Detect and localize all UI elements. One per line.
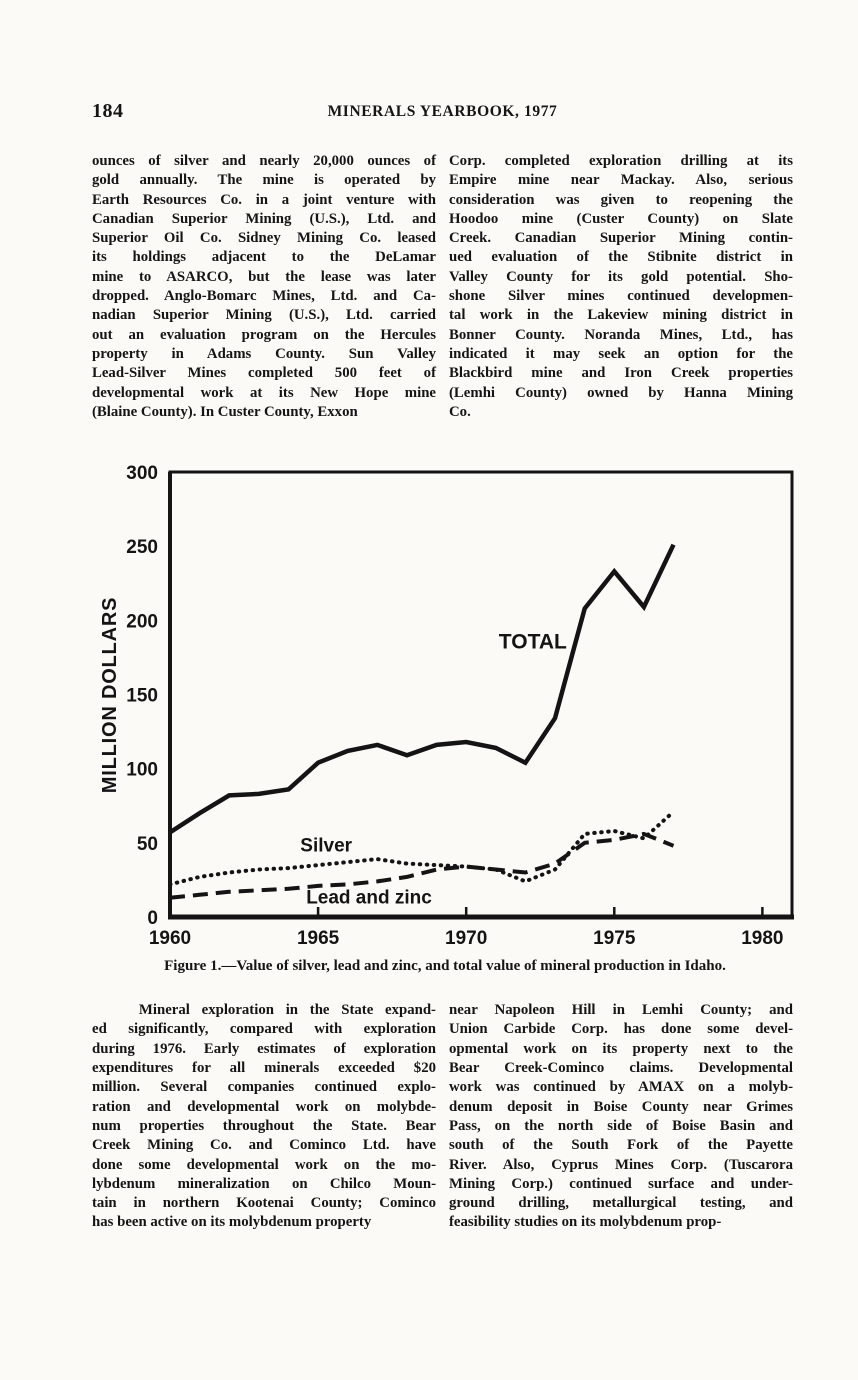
text-line: Bear Creek-Cominco claims. Developmental — [449, 1060, 793, 1077]
text-line: feasibility studies on its molybdenum pr… — [449, 1214, 722, 1231]
text-line: Mineral exploration in the State expand- — [92, 1002, 436, 1019]
page-header: 184 MINERALS YEARBOOK, 1977 — [92, 100, 793, 124]
text-line: Superior Oil Co. Sidney Mining Co. lease… — [92, 230, 436, 247]
svg-text:1975: 1975 — [593, 928, 636, 949]
svg-text:1980: 1980 — [741, 928, 783, 949]
svg-text:1965: 1965 — [297, 928, 340, 949]
text-line: (Lemhi County) owned by Hanna Mining — [449, 384, 793, 401]
text-line: lybdenum mineralization on Chilco Moun- — [92, 1175, 436, 1192]
svg-text:250: 250 — [126, 537, 158, 558]
text-line: developmental work at its New Hope mine — [92, 384, 436, 401]
text-line: Creek Mining Co. and Cominco Ltd. have — [92, 1137, 436, 1154]
svg-text:0: 0 — [147, 908, 158, 929]
text-line: num properties throughout the State. Bea… — [92, 1117, 436, 1134]
text-line: (Blaine County). In Custer County, Exxon — [92, 403, 358, 420]
text-line: Creek. Canadian Superior Mining contin- — [449, 230, 793, 247]
text-line: dropped. Anglo-Bomarc Mines, Ltd. and Ca… — [92, 288, 436, 305]
page-number: 184 — [92, 100, 124, 122]
text-line: Valley County for its gold potential. Sh… — [449, 268, 793, 285]
text-line: Lead-Silver Mines completed 500 feet of — [92, 365, 436, 382]
svg-text:MILLION DOLLARS: MILLION DOLLARS — [99, 597, 121, 793]
text-line: tal work in the Lakeview mining district… — [449, 307, 793, 324]
top-right-column: Corp. completed exploration drilling at … — [449, 152, 793, 422]
text-line: property in Adams County. Sun Valley — [92, 345, 436, 362]
text-line: south of the South Fork of the Payette — [449, 1137, 793, 1154]
text-line: ration and developmental work on molybde… — [92, 1098, 436, 1115]
svg-text:1970: 1970 — [445, 928, 487, 949]
figure-1-line-chart: 0 50 100 150 200 250 300 1960 1965 1970 1975 1980 TO… — [99, 463, 794, 949]
top-text-section: ounces of silver and nearly 20,000 ounce… — [92, 152, 793, 422]
text-line: ued evaluation of the Stibnite district … — [449, 249, 793, 266]
text-line: its holdings adjacent to the DeLamar — [92, 249, 436, 266]
text-line: tain in northern Kootenai County; Cominc… — [92, 1195, 436, 1212]
text-line: nadian Superior Mining (U.S.), Ltd. carr… — [92, 307, 436, 324]
text-line: mine to ASARCO, but the lease was later — [92, 268, 436, 285]
text-line: Co. — [449, 403, 471, 420]
svg-text:Silver: Silver — [300, 836, 352, 857]
bottom-right-column: near Napoleon Hill in Lemhi County; and U… — [449, 1001, 793, 1233]
text-line: Earth Resources Co. in a joint venture w… — [92, 191, 436, 208]
text-line: shone Silver mines continued developmen- — [449, 288, 793, 305]
text-line: ground drilling, metallurgical testing, … — [449, 1195, 793, 1212]
text-line: Empire mine near Mackay. Also, serious — [449, 172, 793, 189]
text-line: Blackbird mine and Iron Creek properties — [449, 365, 793, 382]
text-line: out an evaluation program on the Hercule… — [92, 326, 436, 343]
text-line: Bonner County. Noranda Mines, Ltd., has — [449, 326, 793, 343]
figure-caption: Figure 1.—Value of silver, lead and zinc… — [164, 958, 726, 975]
text-line: consideration was given to reopening the — [449, 191, 793, 208]
svg-text:150: 150 — [126, 686, 158, 707]
text-line: Hoodoo mine (Custer County) on Slate — [449, 210, 793, 227]
svg-text:TOTAL: TOTAL — [499, 631, 567, 654]
text-line: Canadian Superior Mining (U.S.), Ltd. an… — [92, 210, 436, 227]
bottom-left-column: Mineral exploration in the State expand-… — [92, 1001, 436, 1233]
text-line: work was continued by AMAX on a molyb- — [449, 1079, 793, 1096]
text-line: denum deposit in Boise County near Grime… — [449, 1098, 793, 1115]
running-head-title: MINERALS YEARBOOK, 1977 — [327, 103, 558, 120]
text-line: near Napoleon Hill in Lemhi County; and — [449, 1002, 793, 1019]
text-line: Corp. completed exploration drilling at … — [449, 153, 793, 169]
text-line: during 1976. Early estimates of explorat… — [92, 1040, 436, 1057]
text-line: million. Several companies continued exp… — [92, 1079, 436, 1096]
text-line: opmental work on its property next to th… — [449, 1040, 793, 1057]
text-line: gold annually. The mine is operated by — [92, 172, 436, 189]
text-line: done some developmental work on the mo- — [92, 1156, 436, 1173]
text-line: River. Also, Cyprus Mines Corp. (Tuscaro… — [449, 1156, 793, 1173]
text-line: Mining Corp.) continued surface and unde… — [449, 1175, 793, 1192]
text-line: Union Carbide Corp. has done some devel- — [449, 1021, 793, 1038]
figure-1: 0 50 100 150 200 250 300 1960 1965 1970 1975 1980 TO… — [92, 458, 794, 950]
svg-text:300: 300 — [126, 463, 158, 484]
top-left-column: ounces of silver and nearly 20,000 ounce… — [92, 152, 436, 422]
text-line: indicated it may seek an option for the — [449, 345, 793, 362]
text-line: expenditures for all minerals exceeded $… — [92, 1060, 436, 1077]
text-line: has been active on its molybdenum proper… — [92, 1214, 372, 1231]
text-line: Pass, on the north side of Boise Basin a… — [449, 1117, 793, 1134]
svg-text:1960: 1960 — [149, 928, 191, 949]
text-line: ed significantly, compared with explorat… — [92, 1021, 436, 1038]
svg-text:Lead and zinc: Lead and zinc — [306, 888, 432, 909]
bottom-text-section: Mineral exploration in the State expand-… — [92, 1001, 793, 1233]
svg-text:100: 100 — [126, 760, 158, 781]
svg-text:200: 200 — [126, 611, 158, 632]
text-line: ounces of silver and nearly 20,000 ounce… — [92, 153, 436, 169]
svg-text:50: 50 — [137, 834, 158, 855]
